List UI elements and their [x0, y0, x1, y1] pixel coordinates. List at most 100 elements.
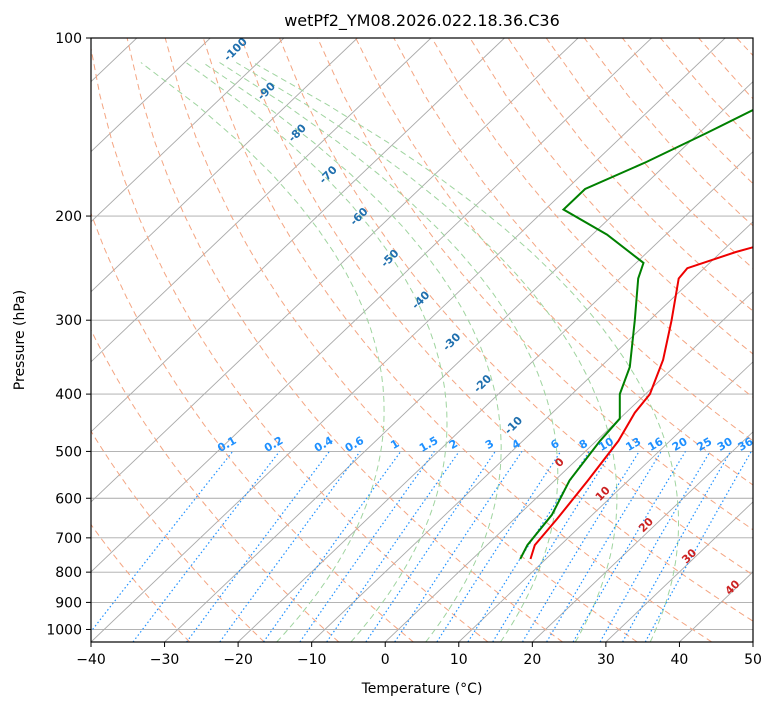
- isobar-lines: [91, 38, 753, 630]
- moist-adiabat-line: [185, 62, 448, 642]
- dry-adiabat-label: -10: [502, 414, 525, 437]
- y-tick-label: 500: [55, 444, 82, 460]
- mixing-ratio-line: [436, 451, 562, 642]
- adiabat-labels: 0.1 0.2 0.4 0.6 1 1.5 2 3 4 6 8 10 13 16 20 25 30 36-100-…: [215, 35, 756, 598]
- y-tick-label: 900: [55, 595, 82, 611]
- y-tick-label: 1000: [46, 622, 82, 638]
- plot-frame: [90, 37, 754, 643]
- dry-adiabat-line: [736, 38, 753, 57]
- dry-adiabat-label: -100: [221, 35, 250, 64]
- mixing-ratio-line: [622, 451, 732, 642]
- dry-adiabat-line: [91, 523, 191, 642]
- moist-adiabat-line: [235, 62, 618, 642]
- x-tick-label: −10: [297, 652, 327, 668]
- isotherm-line: [0, 38, 63, 642]
- mixing-ratio-line: [91, 451, 234, 633]
- mixing-ratio-line: [132, 451, 280, 642]
- mixing-ratio-line: [326, 451, 460, 642]
- isotherm-line: [91, 38, 285, 223]
- x-tick-label: 30: [597, 652, 615, 668]
- y-tick-label: 600: [55, 491, 82, 507]
- isotherm-line: [91, 38, 505, 433]
- x-tick-label: 10: [450, 652, 468, 668]
- moist-adiabat-label: 10: [593, 484, 613, 504]
- isotherm-line: [311, 221, 753, 642]
- isotherm-line: [91, 38, 211, 153]
- mixing-ratio-line: [644, 451, 752, 642]
- isotherm-line: [237, 150, 753, 642]
- dry-adiabat-line: [698, 38, 753, 100]
- y-axis-label: Pressure (hPa): [12, 290, 28, 390]
- y-tick-label: 100: [55, 31, 82, 47]
- x-tick-label: 40: [671, 652, 689, 668]
- sounding-series: [519, 108, 753, 560]
- dry-adiabat-line: [164, 38, 638, 642]
- isotherm-line: [458, 361, 753, 642]
- dry-adiabat-line: [202, 38, 713, 642]
- isotherm-line: [752, 641, 753, 642]
- isotherm-line: [605, 501, 753, 642]
- x-axis-ticks: −40 −30 −20 −10 0 10 20 30 40 50: [76, 642, 762, 668]
- isotherm-line: [91, 38, 652, 573]
- mixing-ratio-label: 6: [548, 437, 561, 452]
- y-tick-label: 800: [55, 565, 82, 581]
- x-tick-label: −30: [150, 652, 180, 668]
- dry-adiabat-line: [279, 38, 753, 576]
- x-tick-label: −20: [223, 652, 253, 668]
- y-tick-label: 400: [55, 387, 82, 403]
- mixing-ratio-label: 36: [736, 435, 756, 454]
- dry-adiabat-line: [355, 38, 753, 486]
- mixing-ratio-line: [521, 451, 640, 642]
- temperature-line: [529, 246, 753, 560]
- moist-adiabat-line: [219, 62, 559, 642]
- mixing-ratio-lines: [91, 451, 752, 642]
- moist-adiabat-line: [252, 62, 679, 642]
- y-axis-ticks: 1000 900 800 700 600 500 400 300 200 100: [46, 31, 91, 638]
- mixing-ratio-label: 1: [388, 437, 401, 452]
- moist-adiabat-label: 20: [636, 515, 656, 535]
- isotherm-line: [91, 38, 726, 642]
- mixing-ratio-line: [186, 451, 330, 642]
- dry-adiabat-line: [393, 38, 753, 442]
- plot-area: 0.1 0.2 0.4 0.6 1 1.5 2 3 4 6 8 10 13 16 20 25 30 36-100-…: [0, 35, 756, 642]
- y-tick-label: 300: [55, 313, 82, 329]
- x-tick-label: −40: [76, 652, 106, 668]
- dry-adiabat-line: [469, 38, 753, 355]
- dry-adiabat-line: [91, 328, 340, 642]
- x-tick-label: 50: [744, 652, 762, 668]
- isotherm-line: [531, 431, 753, 642]
- dry-adiabat-line: [91, 45, 489, 642]
- dry-adiabat-label: -70: [317, 163, 340, 186]
- mixing-ratio-line: [599, 451, 711, 642]
- x-tick-label: 20: [523, 652, 541, 668]
- isotherm-line: [91, 38, 432, 363]
- mixing-ratio-line: [492, 451, 613, 642]
- dry-adiabat-label: -50: [378, 247, 401, 270]
- dry-adiabat-line: [583, 38, 753, 227]
- dry-adiabat-lines: [91, 38, 753, 642]
- isotherm-line: [91, 38, 358, 293]
- mixing-ratio-line: [467, 451, 590, 642]
- dry-adiabat-line: [240, 38, 753, 622]
- y-tick-label: 700: [55, 531, 82, 547]
- dry-adiabat-label: -80: [286, 121, 309, 144]
- moist-adiabat-lines: [140, 62, 679, 642]
- mixing-ratio-label: 3: [483, 437, 496, 452]
- moist-adiabat-line: [202, 62, 502, 642]
- moist-adiabat-label: 40: [723, 577, 743, 597]
- isotherm-lines: [0, 38, 753, 642]
- dewpoint-line: [519, 108, 753, 560]
- isotherm-line: [384, 291, 753, 642]
- chart-title: wetPf2_YM08.2026.022.18.36.C36: [284, 11, 560, 31]
- mixing-ratio-line: [219, 451, 361, 642]
- mixing-ratio-line: [394, 451, 523, 642]
- moist-adiabat-label: 0: [552, 455, 567, 470]
- y-tick-label: 200: [55, 209, 82, 225]
- dry-adiabat-line: [91, 211, 414, 642]
- mixing-ratio-label: 4: [510, 437, 523, 452]
- dry-adiabat-line: [622, 38, 753, 185]
- mixing-ratio-label: 8: [577, 437, 590, 452]
- x-axis-label: Temperature (°C): [361, 681, 483, 697]
- mixing-ratio-line: [365, 451, 496, 642]
